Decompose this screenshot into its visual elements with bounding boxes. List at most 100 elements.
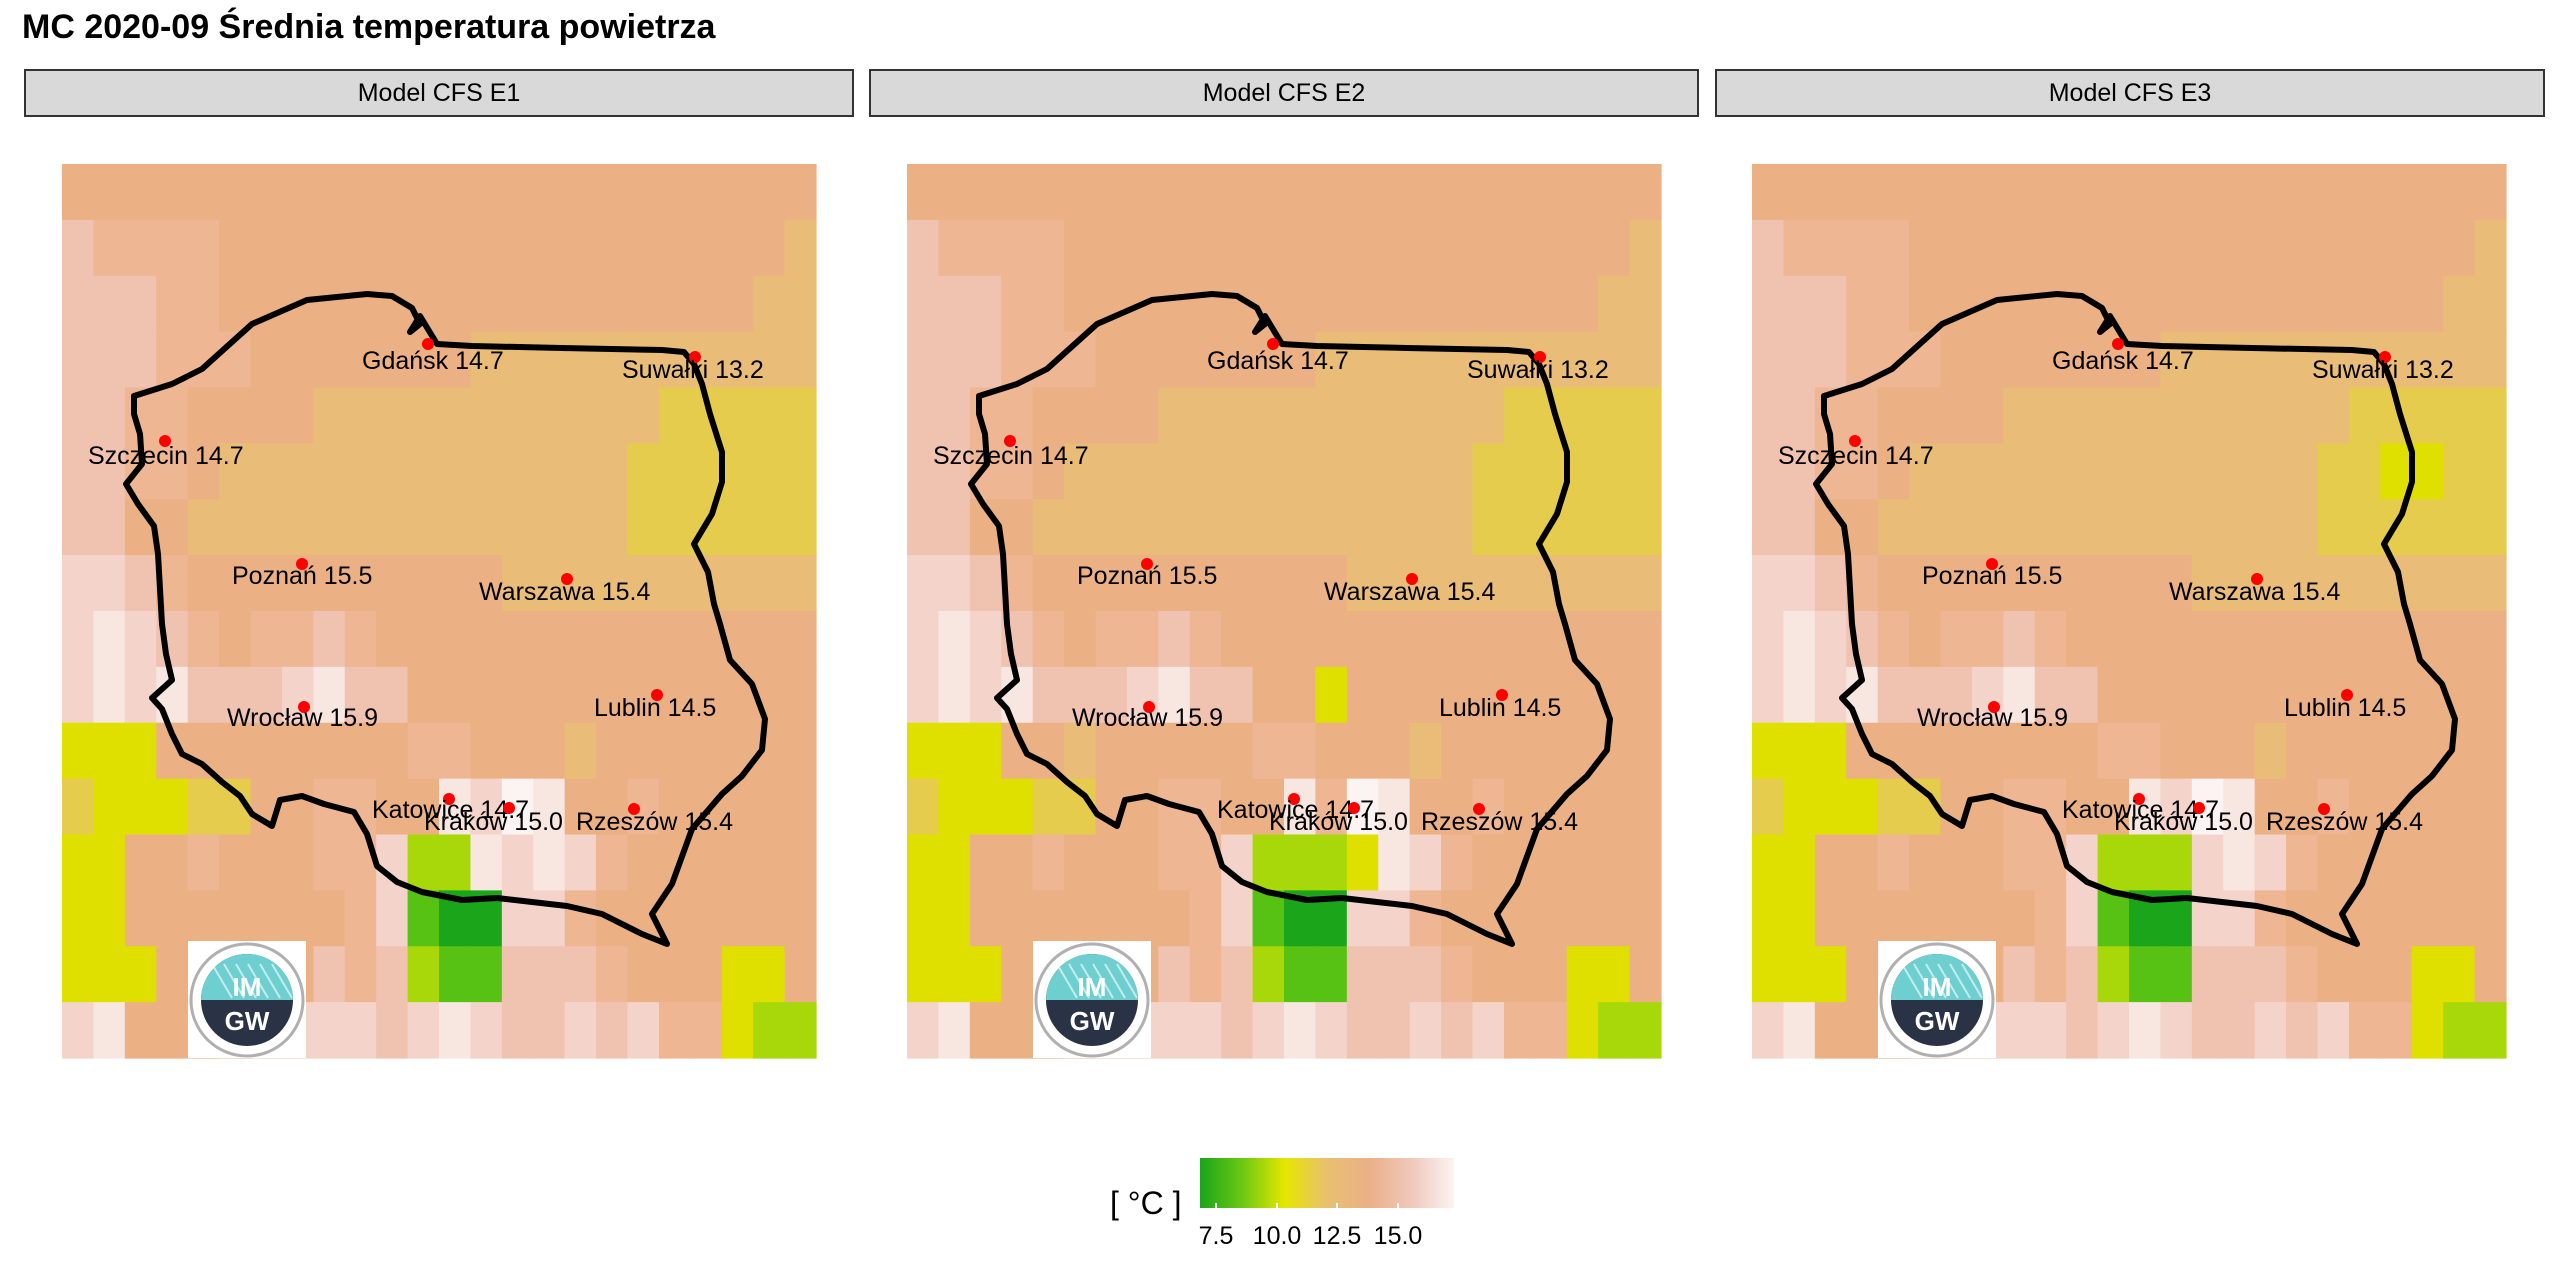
grid-cell	[753, 331, 786, 389]
grid-cell	[938, 778, 971, 836]
grid-cell	[2443, 1002, 2476, 1059]
grid-cell	[1378, 946, 1411, 1003]
city-marker	[561, 573, 573, 585]
grid-cell	[969, 275, 1002, 333]
grid-cell	[1095, 611, 1128, 668]
grid-cell	[1032, 443, 1065, 500]
grid-cell	[2160, 946, 2193, 1003]
grid-cell	[784, 387, 817, 444]
grid-cell	[1971, 778, 2004, 836]
grid-cell	[1877, 443, 1910, 500]
grid-cell	[2443, 555, 2476, 612]
grid-cell	[1752, 331, 1785, 389]
grid-cell	[1503, 275, 1536, 333]
grid-cell	[2348, 275, 2381, 333]
grid-cell	[627, 443, 660, 500]
grid-cell	[344, 946, 377, 1003]
grid-cell	[376, 331, 409, 389]
grid-cell	[1535, 946, 1568, 1003]
grid-cell	[1971, 611, 2004, 668]
logo-text-top: IM	[1078, 972, 1107, 1002]
grid-cell	[187, 778, 220, 836]
grid-cell	[281, 331, 314, 389]
grid-cell	[938, 555, 971, 612]
grid-cell	[281, 611, 314, 668]
grid-cell	[2066, 1002, 2099, 1059]
grid-cell	[564, 722, 597, 780]
grid-cell	[1189, 219, 1222, 277]
grid-cell	[1284, 443, 1317, 500]
grid-cell	[721, 331, 754, 389]
grid-cell	[1535, 722, 1568, 780]
grid-cell	[1315, 275, 1348, 333]
grid-cell	[2474, 834, 2507, 891]
grid-cell	[1126, 611, 1159, 668]
grid-cell	[1846, 778, 1879, 836]
grid-cell	[1252, 387, 1285, 444]
grid-cell	[2003, 499, 2036, 556]
temperature-grid	[62, 164, 817, 1059]
grid-cell	[2223, 387, 2256, 444]
city-markers: Gdańsk 14.7 Suwałki 13.2 Szczecin 14.7 Pozn…	[933, 338, 1609, 836]
grid-cell	[533, 387, 566, 444]
grid-cell	[1346, 555, 1379, 612]
city-label: Kraków 15.0	[1269, 808, 1408, 836]
grid-cell	[1346, 722, 1379, 780]
grid-cell	[1472, 499, 1505, 556]
city-label: Warszawa 15.4	[2169, 578, 2340, 606]
grid-cell	[1909, 164, 1942, 221]
grid-cell	[2443, 778, 2476, 836]
grid-cell	[62, 890, 95, 947]
logo-text-top: IM	[1923, 972, 1952, 1002]
grid-cell	[1566, 834, 1599, 891]
grid-cell	[1877, 387, 1910, 444]
grid-cell	[1095, 331, 1128, 389]
grid-cell	[1752, 946, 1785, 1003]
grid-cell	[313, 275, 346, 333]
grid-cell	[907, 164, 940, 221]
grid-cell	[2129, 443, 2162, 500]
grid-cell	[969, 611, 1002, 668]
grid-cell	[2129, 722, 2162, 780]
grid-cell	[2443, 890, 2476, 947]
grid-cell	[1814, 1002, 1847, 1059]
grid-cell	[62, 946, 95, 1003]
grid-cell	[1441, 331, 1474, 389]
grid-cell	[721, 275, 754, 333]
grid-cell	[2380, 219, 2413, 277]
grid-cell	[1566, 275, 1599, 333]
grid-cell	[1221, 555, 1254, 612]
grid-cell	[658, 611, 691, 668]
grid-cell	[407, 778, 440, 836]
panel-header-e2: Model CFS E2	[869, 69, 1699, 117]
city-marker	[2251, 573, 2263, 585]
grid-cell	[439, 555, 472, 612]
grid-cell	[219, 834, 252, 891]
grid-cell	[344, 164, 377, 221]
legend-tickmark	[1276, 1203, 1278, 1209]
grid-cell	[2286, 555, 2319, 612]
grid-cell	[62, 722, 95, 780]
grid-cell	[2003, 555, 2036, 612]
grid-cell	[1877, 722, 1910, 780]
grid-cell	[187, 666, 220, 724]
grid-cell	[93, 722, 126, 780]
grid-cell	[2223, 946, 2256, 1003]
poland-border	[123, 291, 768, 947]
grid-cell	[2286, 164, 2319, 221]
grid-cell	[344, 219, 377, 277]
grid-cell	[1472, 834, 1505, 891]
grid-cell	[969, 164, 1002, 221]
grid-cell	[1284, 275, 1317, 333]
grid-cell	[156, 1002, 189, 1059]
city-label: Szczecin 14.7	[1778, 442, 1934, 470]
grid-cell	[439, 164, 472, 221]
legend-tickmark	[1336, 1203, 1338, 1209]
grid-cell	[938, 1002, 971, 1059]
grid-cell	[1378, 219, 1411, 277]
grid-cell	[1472, 275, 1505, 333]
grid-cell	[2191, 387, 2224, 444]
grid-cell	[1814, 834, 1847, 891]
grid-cell	[2129, 499, 2162, 556]
grid-cell	[1814, 219, 1847, 277]
